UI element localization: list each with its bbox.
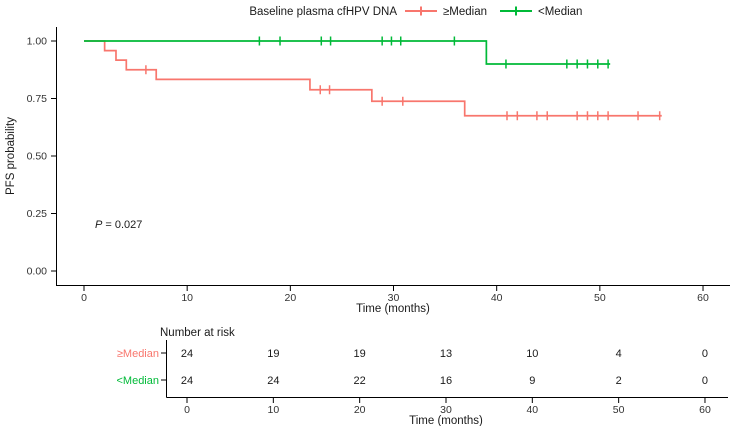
risk-count: 0 [702, 348, 708, 360]
y-tick-label: 0.75 [27, 93, 48, 105]
x-tick-label: 50 [594, 292, 606, 304]
risk-count: 4 [616, 348, 622, 360]
x-axis-title: Time (months) [356, 303, 430, 315]
x-tick-label: 30 [388, 292, 400, 304]
legend-key-lt-median-icon [500, 6, 532, 16]
risk-count: 13 [440, 348, 452, 360]
risk-count: 24 [267, 375, 279, 387]
x-tick-label: 10 [181, 292, 193, 304]
risk-x-tick-label: 10 [267, 404, 279, 416]
legend-title: Baseline plasma cfHPV DNA [249, 6, 397, 18]
x-tick-label: 40 [491, 292, 503, 304]
km-curve-ge-median [84, 40, 662, 117]
risk-count: 19 [267, 348, 279, 360]
risk-x-tick-label: 20 [354, 404, 366, 416]
x-tick-label: 20 [284, 292, 296, 304]
legend-label-lt-median: <Median [538, 6, 582, 18]
risk-count: 0 [702, 375, 708, 387]
risk-row-label: ≥Median [117, 348, 159, 360]
y-tick-label: 0.25 [27, 208, 48, 220]
legend-label-ge-median: ≥Median [443, 6, 487, 18]
risk-row-label: <Median [116, 375, 159, 387]
risk-table-panel: ≥Median 24 19 19 13 10 4 0<Median 24 24 22 16 9 2 00 10… [116, 340, 728, 416]
risk-count: 10 [526, 348, 538, 360]
risk-table-title: Number at risk [160, 327, 235, 339]
risk-x-tick-label: 50 [613, 404, 625, 416]
km-curve-lt-median [84, 40, 611, 65]
legend: Baseline plasma cfHPV DNA ≥Median <Media… [249, 6, 582, 18]
x-tick-label: 60 [697, 292, 709, 304]
risk-x-tick-label: 30 [440, 404, 452, 416]
risk-x-tick-label: 40 [526, 404, 538, 416]
x-tick-label: 0 [81, 292, 87, 304]
y-tick-label: 1.00 [27, 36, 48, 48]
p-value-text: = 0.027 [102, 219, 142, 231]
p-value-annotation: P = 0.027 [95, 219, 142, 231]
y-tick-label: 0.50 [27, 151, 48, 163]
risk-count: 19 [354, 348, 366, 360]
risk-table-x-axis-title: Time (months) [409, 415, 483, 426]
legend-key-ge-median-icon [405, 6, 437, 16]
risk-count: 24 [181, 375, 193, 387]
p-value-symbol: P [95, 219, 103, 231]
risk-x-tick-label: 0 [184, 404, 190, 416]
risk-count: 2 [616, 375, 622, 387]
risk-x-tick-label: 60 [699, 404, 711, 416]
km-plot-panel: 0.00 0.25 0.50 0.75 1.00 0 10 20 30 40 50 60 [27, 27, 730, 304]
risk-count: 9 [529, 375, 535, 387]
y-axis-title: PFS probability [5, 117, 17, 195]
risk-count: 22 [354, 375, 366, 387]
risk-count: 24 [181, 348, 193, 360]
risk-count: 16 [440, 375, 452, 387]
y-tick-label: 0.00 [27, 266, 48, 278]
